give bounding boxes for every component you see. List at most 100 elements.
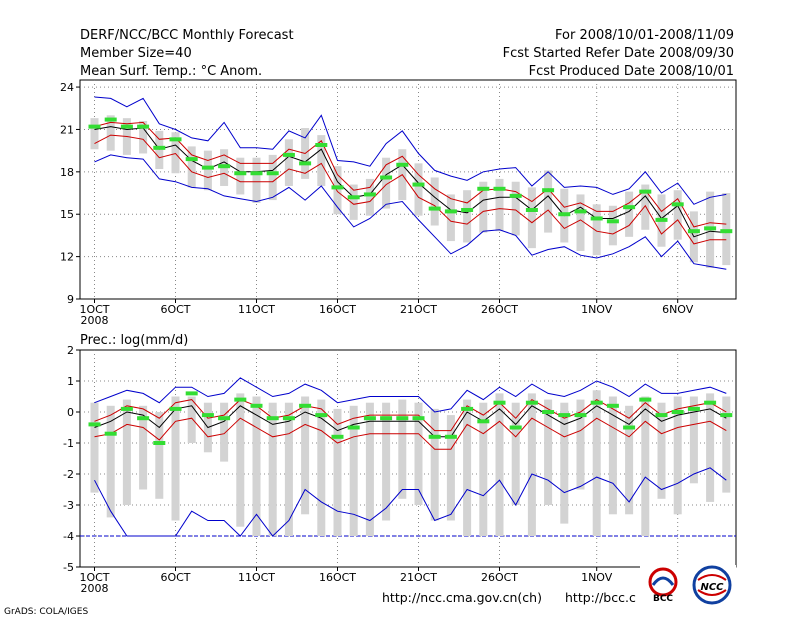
- forecast-marker: [201, 165, 214, 170]
- ensemble-box: [252, 396, 261, 536]
- forecast-marker: [218, 164, 231, 169]
- forecast-marker: [687, 406, 700, 411]
- y-tick-label: -1: [63, 437, 74, 450]
- ensemble-box: [220, 402, 229, 462]
- ensemble-box: [90, 118, 99, 150]
- forecast-marker: [477, 186, 490, 191]
- ensemble-box: [673, 396, 682, 515]
- forecast-marker: [396, 416, 409, 421]
- ensemble-box: [236, 393, 245, 527]
- y-tick-label: 0: [67, 406, 74, 419]
- forecast-marker: [380, 416, 393, 421]
- ensemble-box: [641, 184, 650, 230]
- url-ncc[interactable]: http://ncc.cma.gov.cn(ch): [382, 590, 542, 605]
- x-tick-label: 6OCT: [160, 571, 190, 584]
- forecast-marker: [704, 400, 717, 405]
- forecast-marker: [396, 162, 409, 167]
- ensemble-box: [333, 166, 342, 215]
- ensemble-box: [511, 402, 520, 505]
- ensemble-box: [203, 150, 212, 191]
- forecast-marker: [331, 185, 344, 190]
- forecast-marker: [623, 205, 636, 210]
- forecast-marker: [525, 400, 538, 405]
- forecast-marker: [218, 416, 231, 421]
- ensemble-box: [495, 178, 504, 232]
- ensemble-box: [608, 396, 617, 515]
- forecast-marker: [542, 410, 555, 414]
- forecast-marker: [412, 182, 425, 187]
- ensemble-mean-line: [94, 126, 727, 238]
- forecast-marker: [169, 406, 182, 411]
- ensemble-box: [625, 405, 634, 515]
- forecast-marker: [250, 403, 263, 408]
- forecast-marker: [266, 416, 279, 421]
- forecast-marker: [299, 403, 312, 408]
- ensemble-box: [463, 190, 472, 243]
- forecast-marker: [639, 397, 652, 402]
- x-tick-label: 6OCT: [160, 303, 190, 316]
- ensemble-box: [398, 399, 407, 499]
- forecast-marker: [542, 188, 555, 193]
- y-tick-label: -3: [63, 499, 74, 512]
- forecast-marker: [444, 209, 457, 214]
- forecast-marker: [655, 217, 668, 222]
- y-tick-label: 12: [60, 251, 74, 264]
- forecast-marker: [574, 413, 587, 418]
- ensemble-box: [414, 402, 423, 505]
- forecast-marker: [509, 425, 522, 430]
- forecast-marker: [266, 171, 279, 176]
- forecast-marker: [185, 157, 198, 162]
- forecast-marker: [428, 206, 441, 211]
- url-bcc[interactable]: http://bcc.c: [565, 590, 636, 605]
- forecast-marker: [153, 441, 166, 445]
- ensemble-box: [722, 193, 731, 266]
- ensemble-box: [430, 177, 439, 226]
- forecast-marker: [88, 124, 101, 129]
- forecast-marker: [720, 229, 733, 234]
- forecast-marker: [331, 434, 344, 439]
- ensemble-box: [155, 130, 164, 170]
- ensemble-box: [592, 204, 601, 256]
- ensemble-box: [430, 408, 439, 521]
- x-tick-label: 1OCT: [79, 571, 109, 584]
- x-tick-label: 21OCT: [400, 303, 437, 316]
- outer-upper-line: [94, 96, 727, 205]
- ensemble-box: [511, 181, 520, 236]
- x-year-label: 2008: [81, 314, 109, 327]
- ensemble-box: [608, 205, 617, 246]
- forecast-marker: [525, 207, 538, 212]
- forecast-marker: [444, 434, 457, 439]
- forecast-marker: [137, 416, 150, 421]
- ensemble-box: [576, 194, 585, 251]
- ensemble-box: [171, 396, 180, 521]
- ensemble-box: [252, 157, 261, 203]
- forecast-marker: [363, 192, 376, 197]
- ensemble-box: [268, 154, 277, 201]
- forecast-marker: [493, 186, 506, 191]
- bcc-logo: BCC: [640, 565, 690, 615]
- ensemble-box: [333, 408, 342, 536]
- forecast-marker: [169, 137, 182, 142]
- ensemble-box: [171, 132, 180, 174]
- y-tick-label: 1: [67, 375, 74, 388]
- ensemble-box: [382, 157, 391, 209]
- ensemble-box: [560, 402, 569, 524]
- ensemble-box: [365, 402, 374, 536]
- ensemble-box: [155, 412, 164, 499]
- y-tick-label: -4: [63, 530, 74, 543]
- y-tick-label: -5: [63, 561, 74, 574]
- forecast-marker: [623, 425, 636, 430]
- ensemble-box: [479, 402, 488, 536]
- forecast-marker: [120, 406, 133, 411]
- x-tick-label: 11OCT: [238, 303, 275, 316]
- inner-upper-line: [94, 398, 727, 432]
- forecast-marker: [315, 413, 328, 418]
- y-tick-label: 21: [60, 123, 74, 136]
- grads-credit: GrADS: COLA/IGES: [4, 607, 88, 617]
- ensemble-box: [592, 390, 601, 536]
- x-tick-label: 16OCT: [319, 303, 356, 316]
- started-date: Fcst Started Refer Date 2008/09/30: [503, 46, 734, 61]
- ensemble-box: [187, 146, 196, 188]
- produced-date: Fcst Produced Date 2008/10/01: [529, 64, 734, 79]
